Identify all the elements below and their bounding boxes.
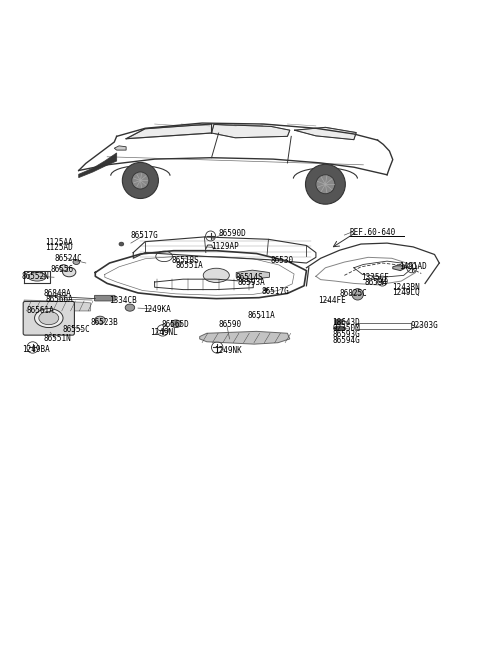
Text: 86561A: 86561A — [26, 306, 54, 315]
Text: 86565D: 86565D — [162, 320, 190, 329]
FancyBboxPatch shape — [23, 302, 74, 335]
Ellipse shape — [95, 316, 105, 324]
Text: REF.60-640: REF.60-640 — [349, 228, 396, 237]
Text: 86555C: 86555C — [62, 325, 90, 334]
Text: 86551A: 86551A — [176, 261, 204, 271]
Text: 1249NK: 1249NK — [214, 346, 241, 355]
Text: 1125AD: 1125AD — [46, 243, 73, 252]
Circle shape — [352, 288, 363, 300]
Circle shape — [305, 164, 345, 204]
Text: 86594: 86594 — [365, 279, 388, 288]
Text: 86517G: 86517G — [131, 231, 158, 240]
Ellipse shape — [59, 265, 68, 271]
Text: 1334CB: 1334CB — [109, 296, 137, 306]
Text: 86511A: 86511A — [247, 311, 275, 320]
Text: 1243BN: 1243BN — [392, 283, 420, 292]
Circle shape — [316, 175, 335, 194]
Text: 1129AP: 1129AP — [212, 242, 240, 252]
Polygon shape — [334, 319, 341, 324]
Polygon shape — [114, 146, 126, 150]
Text: 86593G: 86593G — [333, 330, 360, 339]
Polygon shape — [295, 127, 356, 140]
Text: 86594G: 86594G — [333, 336, 360, 345]
Text: 1335CF: 1335CF — [361, 273, 389, 282]
Text: 86524C: 86524C — [55, 254, 83, 263]
Polygon shape — [393, 265, 405, 271]
Ellipse shape — [73, 260, 80, 265]
Text: 18643D: 18643D — [333, 318, 360, 327]
Polygon shape — [126, 124, 212, 139]
Text: 86523B: 86523B — [91, 318, 118, 327]
Circle shape — [132, 172, 149, 189]
Text: 86552N: 86552N — [22, 272, 49, 281]
Text: 1249BA: 1249BA — [22, 345, 49, 354]
Ellipse shape — [203, 268, 229, 283]
Text: 86517G: 86517G — [261, 287, 289, 296]
Ellipse shape — [125, 304, 135, 311]
Ellipse shape — [119, 242, 124, 246]
Polygon shape — [212, 124, 290, 138]
FancyBboxPatch shape — [95, 295, 115, 301]
Text: 1244FE: 1244FE — [318, 296, 346, 306]
Text: 86556: 86556 — [50, 265, 73, 274]
Text: 1249LQ: 1249LQ — [392, 288, 420, 298]
Ellipse shape — [39, 311, 59, 325]
Text: 1249KA: 1249KA — [143, 305, 170, 313]
Text: 86590D: 86590D — [219, 229, 246, 238]
Ellipse shape — [35, 309, 63, 328]
Ellipse shape — [28, 273, 46, 281]
Text: 92350M: 92350M — [333, 325, 360, 334]
Text: 1125AA: 1125AA — [46, 238, 73, 246]
Text: 86530: 86530 — [271, 256, 294, 265]
Circle shape — [122, 162, 158, 198]
Text: 1491AD: 1491AD — [399, 262, 427, 271]
Ellipse shape — [62, 267, 76, 277]
Text: 86566A: 86566A — [46, 294, 73, 304]
Text: 86590: 86590 — [219, 320, 242, 329]
Ellipse shape — [171, 320, 181, 328]
Ellipse shape — [264, 288, 268, 291]
Text: 86593A: 86593A — [238, 279, 265, 288]
Text: 86825C: 86825C — [340, 289, 367, 298]
Polygon shape — [24, 300, 91, 311]
Text: 86848A: 86848A — [43, 289, 71, 298]
Text: 86514S: 86514S — [235, 273, 263, 282]
Polygon shape — [200, 331, 290, 344]
Text: 86518S: 86518S — [171, 256, 199, 265]
Ellipse shape — [334, 326, 346, 331]
Text: 1249NL: 1249NL — [150, 328, 178, 337]
Polygon shape — [236, 270, 269, 279]
Polygon shape — [79, 153, 117, 177]
Text: 92303G: 92303G — [411, 321, 439, 330]
Text: 86551N: 86551N — [43, 334, 71, 343]
